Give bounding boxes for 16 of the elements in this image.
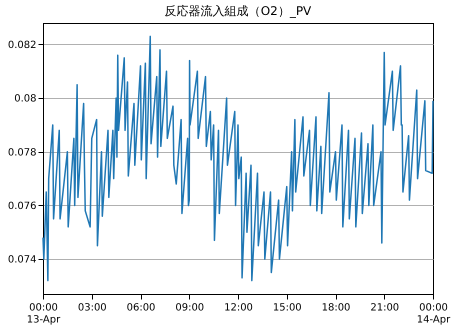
x-tick-label: 09:00	[175, 302, 204, 314]
x-tick-label: 03:00	[78, 302, 107, 314]
x-tick-label: 12:00	[224, 302, 253, 314]
line-series	[42, 36, 434, 282]
x-tick-label: 21:00	[370, 302, 400, 314]
x-tick-label: 15:00	[272, 302, 302, 314]
x-tick-label: 18:00	[322, 302, 350, 314]
x-tick-label: 06:00	[126, 302, 156, 314]
x-tick-label: 00:00 14-Apr	[416, 302, 452, 326]
x-tick-label: 00:00 13-Apr	[26, 302, 62, 326]
y-tick-label: 0.078	[8, 147, 36, 158]
y-tick-label: 0.08	[14, 94, 36, 105]
y-tick-label: 0.074	[8, 254, 36, 266]
y-tick-label: 0.082	[8, 40, 36, 51]
y-tick-label: 0.076	[8, 200, 36, 212]
chart-title: 反応器流入組成（O2）_PV	[164, 4, 312, 18]
